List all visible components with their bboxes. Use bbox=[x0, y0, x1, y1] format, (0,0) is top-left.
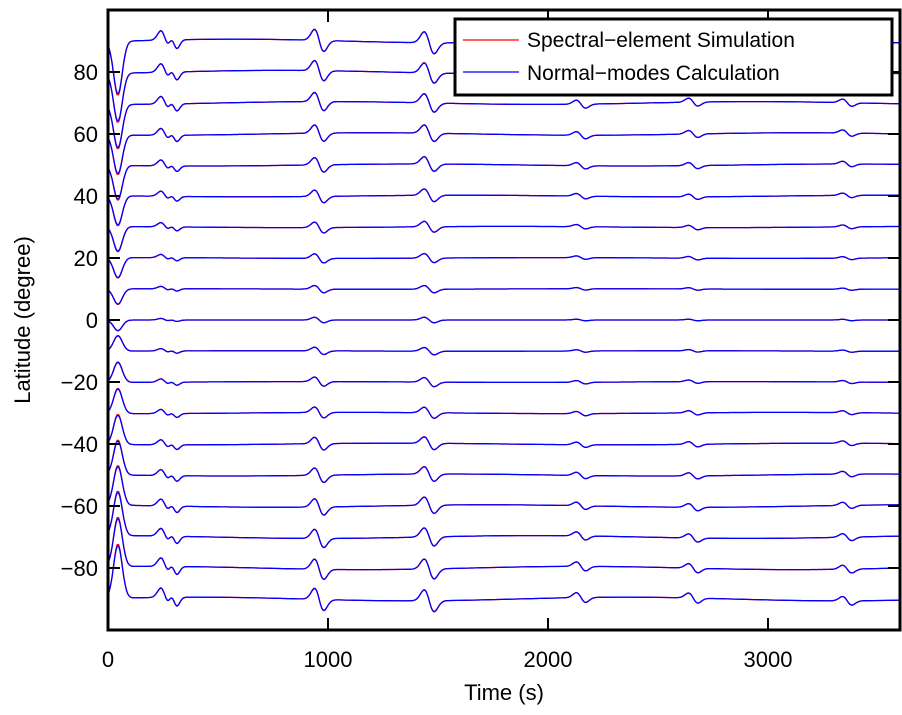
y-tick-label: 80 bbox=[74, 60, 98, 85]
trace-line bbox=[108, 92, 900, 148]
trace-line bbox=[108, 284, 900, 305]
legend-label-spectral: Spectral−element Simulation bbox=[527, 29, 795, 52]
trace-group bbox=[108, 28, 900, 613]
y-tick-label: 0 bbox=[86, 308, 98, 333]
trace-line bbox=[108, 316, 900, 332]
trace-line bbox=[108, 388, 900, 419]
trace-line bbox=[108, 492, 900, 548]
trace-line bbox=[108, 440, 900, 483]
y-tick-label: 60 bbox=[74, 122, 98, 147]
trace-line bbox=[108, 466, 900, 516]
x-axis-title: Time (s) bbox=[464, 680, 544, 705]
trace-line bbox=[108, 362, 900, 388]
trace-line bbox=[108, 335, 900, 356]
trace-line bbox=[108, 155, 900, 201]
trace-line bbox=[108, 414, 900, 451]
trace-line bbox=[108, 545, 900, 613]
y-tick-label: −60 bbox=[61, 494, 98, 519]
trace-line bbox=[108, 334, 900, 356]
trace-line bbox=[108, 188, 900, 227]
trace-line bbox=[108, 220, 900, 252]
y-tick-label: −20 bbox=[61, 370, 98, 395]
trace-line bbox=[108, 490, 900, 549]
x-tick-label: 0 bbox=[102, 647, 114, 672]
trace-line bbox=[108, 543, 900, 613]
y-tick-label: 40 bbox=[74, 184, 98, 209]
x-tick-label: 3000 bbox=[744, 647, 793, 672]
trace-line bbox=[108, 465, 900, 516]
y-tick-label: −40 bbox=[61, 432, 98, 457]
legend: Spectral−element Simulation Normal−modes… bbox=[453, 17, 894, 97]
y-tick-label: −80 bbox=[61, 556, 98, 581]
trace-line bbox=[108, 91, 900, 150]
trace-line bbox=[108, 188, 900, 226]
legend-box bbox=[453, 17, 894, 97]
trace-line bbox=[108, 124, 900, 174]
trace-line bbox=[108, 253, 900, 278]
trace-line bbox=[108, 156, 900, 200]
trace-line bbox=[108, 316, 900, 332]
x-tick-label: 1000 bbox=[304, 647, 353, 672]
y-tick-label: 20 bbox=[74, 246, 98, 271]
y-axis-title: Latitude (degree) bbox=[10, 236, 35, 404]
x-tick-label: 2000 bbox=[524, 647, 573, 672]
trace-line bbox=[108, 284, 900, 305]
trace-line bbox=[108, 518, 900, 580]
trace-line bbox=[108, 361, 900, 388]
tick-group: 0 1000 2000 3000 −80 −60 −40 −20 0 20 40 60 80 bbox=[61, 10, 900, 672]
legend-label-normal-modes: Normal−modes Calculation bbox=[527, 62, 780, 85]
